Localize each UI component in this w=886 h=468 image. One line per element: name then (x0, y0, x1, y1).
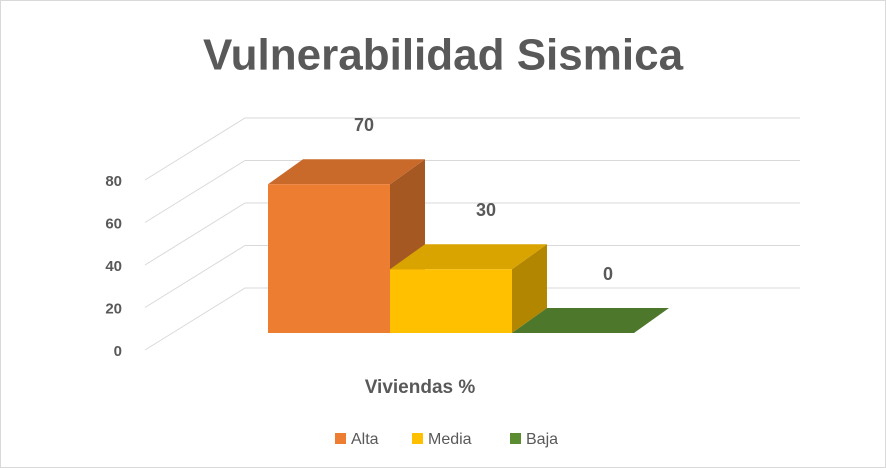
bar-top (390, 244, 547, 270)
bar-side (512, 244, 547, 333)
grid-line (144, 202, 800, 266)
grid-line (144, 160, 800, 223)
y-tick-label: 20 (105, 300, 122, 317)
bar (268, 184, 390, 333)
x-axis-label: Viviendas % (365, 377, 476, 398)
grid-line (144, 245, 800, 308)
legend-label: Baja (526, 431, 558, 448)
legend-swatch (510, 433, 521, 444)
legend-label: Media (428, 431, 472, 448)
data-label: 30 (476, 200, 496, 220)
legend-swatch (412, 433, 423, 444)
legend-label: Alta (351, 431, 379, 448)
bar-top (512, 308, 669, 333)
data-label: 70 (354, 115, 374, 135)
chart-title: Vulnerabilidad Sismica (203, 31, 684, 80)
y-tick-label: 40 (105, 258, 122, 275)
bar (390, 269, 512, 333)
y-tick-label: 60 (105, 215, 122, 232)
grid-line (144, 287, 800, 351)
bar-top (268, 159, 425, 185)
data-label: 0 (603, 264, 613, 284)
y-tick-label: 0 (114, 343, 122, 360)
y-tick-label: 80 (105, 173, 122, 190)
grid-line (144, 117, 800, 181)
legend-swatch (335, 433, 346, 444)
